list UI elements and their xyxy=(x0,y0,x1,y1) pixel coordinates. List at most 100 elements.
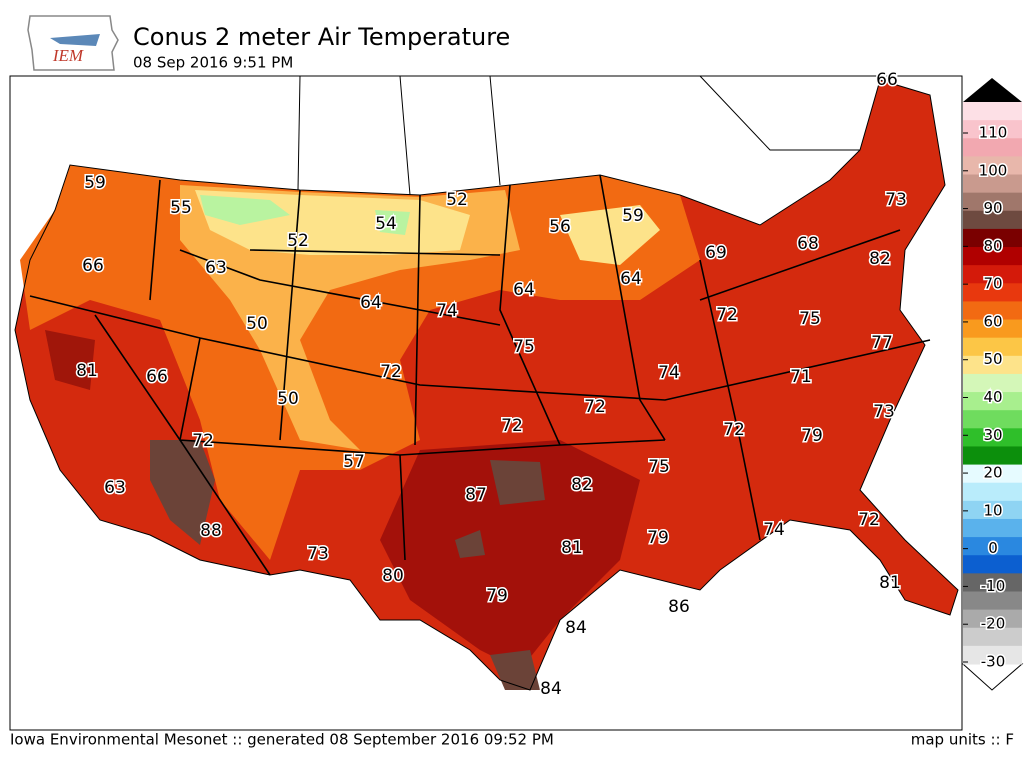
station-value: 88 xyxy=(200,521,222,541)
temperature-field xyxy=(15,80,958,690)
station-value: 59 xyxy=(622,206,644,226)
colorbar-band xyxy=(963,446,1022,466)
colorbar-band xyxy=(963,210,1022,230)
station-value: 52 xyxy=(287,231,309,251)
station-value: 72 xyxy=(723,420,745,440)
station-value: 69 xyxy=(705,243,727,263)
station-value: 73 xyxy=(885,190,907,210)
station-value: 81 xyxy=(879,573,901,593)
colorbar-label: 100 xyxy=(979,161,1008,179)
colorbar-band xyxy=(963,247,1022,266)
station-value: 79 xyxy=(486,586,508,606)
colorbar-label: 0 xyxy=(988,539,998,557)
title: Conus 2 meter Air Temperature xyxy=(133,23,510,51)
colorbar-label: -20 xyxy=(981,615,1006,633)
colorbar-band xyxy=(963,283,1022,302)
colorbar-band xyxy=(963,156,1022,176)
station-value: 81 xyxy=(76,361,98,381)
colorbar-band xyxy=(963,301,1022,321)
colorbar-band xyxy=(963,573,1022,592)
station-value: 50 xyxy=(246,314,268,334)
station-value: 72 xyxy=(584,397,606,417)
station-value: 77 xyxy=(871,333,893,353)
colorbar-band xyxy=(963,482,1022,502)
colorbar-label: 60 xyxy=(983,312,1002,330)
colorbar-band xyxy=(963,537,1022,556)
colorbar-label: 10 xyxy=(983,501,1002,519)
colorbar-band xyxy=(963,591,1022,611)
station-value: 80 xyxy=(382,566,404,586)
colorbar-label: -10 xyxy=(981,577,1006,595)
station-value: 57 xyxy=(343,452,365,472)
subtitle: 08 Sep 2016 9:51 PM xyxy=(133,54,293,72)
station-value: 82 xyxy=(869,249,891,269)
station-value: 82 xyxy=(571,475,593,495)
colorbar-band xyxy=(963,265,1022,284)
colorbar-band xyxy=(963,428,1022,447)
colorbar-band xyxy=(963,609,1022,629)
footer-units: map units :: F xyxy=(911,731,1014,749)
colorbar-band xyxy=(963,192,1022,212)
station-values: 66 59 55 52 54 52 56 59 73 63 66 64 64 69 68 82 50 64 74 75… xyxy=(75,69,909,701)
colorbar-label: -30 xyxy=(981,653,1006,671)
station-value: 72 xyxy=(858,510,880,530)
station-value: 74 xyxy=(763,520,785,540)
station-value: 79 xyxy=(801,426,823,446)
colorbar-band xyxy=(963,518,1022,538)
station-value: 73 xyxy=(307,544,329,564)
station-value: 63 xyxy=(104,478,126,498)
colorbar-label: 80 xyxy=(983,237,1002,255)
logo: IEM xyxy=(27,15,119,71)
station-value: 74 xyxy=(658,363,680,383)
footer-credit: Iowa Environmental Mesonet :: generated … xyxy=(10,731,554,749)
colorbar-band xyxy=(963,555,1022,574)
colorbar-label: 70 xyxy=(983,275,1002,293)
station-value: 87 xyxy=(465,485,487,505)
colorbar-band xyxy=(963,627,1022,647)
colorbar-label: 40 xyxy=(983,388,1002,406)
station-value: 72 xyxy=(380,362,402,382)
colorbar-band xyxy=(963,392,1022,411)
station-value: 59 xyxy=(84,173,106,193)
colorbar-band xyxy=(963,355,1022,375)
station-value: 84 xyxy=(565,618,587,638)
station-value: 72 xyxy=(501,416,523,436)
colorbar-band xyxy=(963,228,1022,248)
station-value: 66 xyxy=(876,70,898,90)
colorbar-band xyxy=(963,337,1022,357)
station-value: 68 xyxy=(797,234,819,254)
station-value: 64 xyxy=(513,280,535,300)
colorbar-band xyxy=(963,464,1022,484)
station-value: 50 xyxy=(277,389,299,409)
station-value: 52 xyxy=(446,190,468,210)
boundaries xyxy=(14,75,959,691)
station-value: 64 xyxy=(620,269,642,289)
colorbar-band xyxy=(963,319,1022,339)
station-value: 86 xyxy=(668,597,690,617)
station-value: 66 xyxy=(146,367,168,387)
colorbar-band xyxy=(963,645,1022,665)
colorbar-band xyxy=(963,174,1022,194)
logo-text: IEM xyxy=(52,46,84,65)
colorbar-label: 110 xyxy=(979,124,1008,142)
station-value: 75 xyxy=(799,309,821,329)
station-value: 72 xyxy=(192,431,214,451)
station-value: 81 xyxy=(561,538,583,558)
station-value: 74 xyxy=(436,301,458,321)
colorbar-label: 30 xyxy=(983,426,1002,444)
station-value: 72 xyxy=(716,305,738,325)
station-value: 71 xyxy=(790,367,812,387)
station-value: 79 xyxy=(647,528,669,548)
station-value: 75 xyxy=(513,337,535,357)
colorbar-band xyxy=(963,373,1022,393)
colorbar-band xyxy=(963,410,1022,429)
station-value: 73 xyxy=(873,402,895,422)
colorbar-band xyxy=(963,102,1022,121)
colorbar-label: 20 xyxy=(983,464,1002,482)
colorbar-band xyxy=(963,138,1022,157)
station-value: 66 xyxy=(82,256,104,276)
colorbar-label: 90 xyxy=(983,199,1002,217)
